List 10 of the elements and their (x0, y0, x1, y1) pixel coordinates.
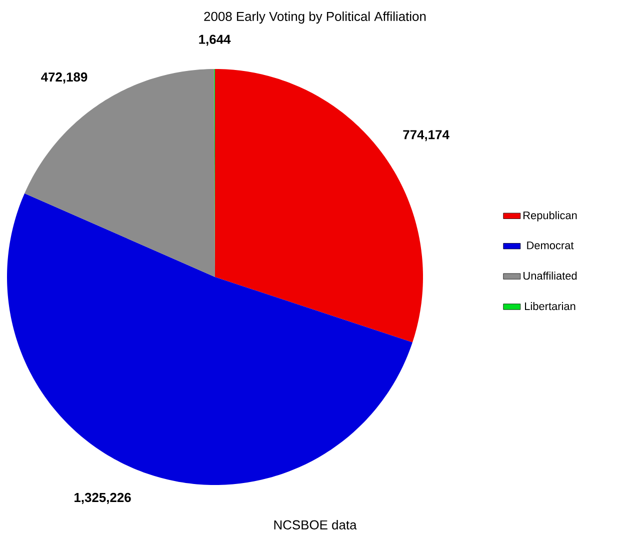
text: NCSBOE data (274, 520, 357, 530)
data-label: 774,174 (403, 130, 450, 142)
data-label: 472,189 (41, 72, 88, 84)
legend-label: Democrat (527, 242, 574, 250)
legend-label: Unaffiliated (524, 272, 577, 280)
chart-title: 2008 Early Voting by Political Affiliation (204, 12, 426, 24)
data-label: 1,325,226 (74, 492, 131, 504)
legend-label: Libertarian (525, 302, 576, 310)
data-label: 1,644 (199, 34, 231, 46)
legend-label: Republican (523, 211, 577, 222)
